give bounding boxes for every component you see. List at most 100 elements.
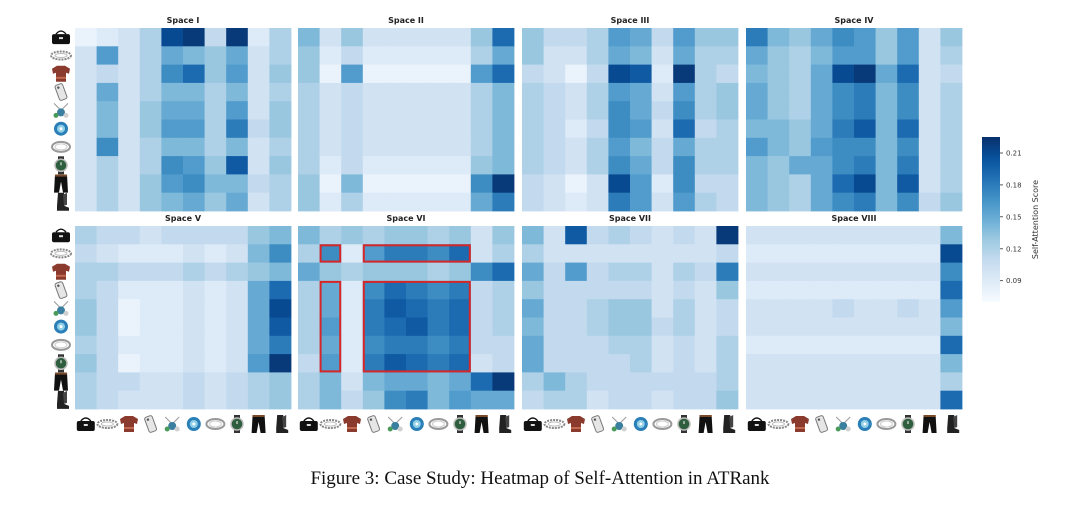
heatmap-cell <box>940 280 963 300</box>
heatmap-cell <box>183 390 205 410</box>
heatmap-cell <box>918 119 941 139</box>
heatmap-cell <box>183 317 205 337</box>
heatmap-cell <box>608 280 631 300</box>
heatmap-cell <box>897 119 920 139</box>
heatmap-cell <box>470 262 493 282</box>
heatmap-cell <box>492 119 515 139</box>
heatmap-cell <box>427 354 450 373</box>
heatmap-cell <box>608 46 631 65</box>
heatmap-cell <box>522 244 544 263</box>
heatmap-cell <box>651 137 674 157</box>
heatmap-cell <box>247 372 270 392</box>
heatmap-cell <box>716 192 739 212</box>
heatmap-cell <box>183 174 205 194</box>
heatmap-cell <box>96 137 119 157</box>
heatmap-cell <box>875 372 898 392</box>
heatmap-cell <box>470 226 493 245</box>
heatmap-cell <box>673 335 696 355</box>
heatmap-cell <box>449 317 472 337</box>
heatmap-cell <box>716 119 739 139</box>
heatmap-cell <box>586 354 609 373</box>
heatmap-cell <box>651 192 674 212</box>
heatmap-cell <box>897 354 920 373</box>
heatmap-cell <box>226 317 249 337</box>
heatmap-cell <box>226 226 249 245</box>
heatmap-cell <box>470 192 493 212</box>
heatmap-cell <box>789 28 812 47</box>
heatmap-cell <box>341 174 364 194</box>
heatmap-cell <box>832 226 855 245</box>
heatmap-cell <box>247 101 270 120</box>
watch-icon <box>54 354 68 373</box>
heatmap-cell <box>384 64 407 84</box>
heatmap-cell <box>75 101 97 120</box>
heatmap-cell <box>427 226 450 245</box>
heatmap-cell <box>897 64 920 84</box>
heatmap-cell <box>832 119 855 139</box>
boots-icon <box>499 415 512 433</box>
heatmap-panel-3 <box>522 28 739 212</box>
heatmap-cell <box>75 46 97 65</box>
heatmap-cell <box>161 192 184 212</box>
heatmap-cell <box>183 46 205 65</box>
heatmap-cell <box>161 46 184 65</box>
heatmap-cell <box>716 46 739 65</box>
heatmap-cell <box>75 226 97 245</box>
panel-title: Space II <box>388 16 424 25</box>
heatmap-cell <box>832 262 855 282</box>
heatmap-cell <box>789 82 812 102</box>
heatmap-cell <box>384 46 407 65</box>
heatmap-cell <box>96 280 119 300</box>
heatmap-cell <box>767 156 790 175</box>
heatmap-cell <box>586 335 609 355</box>
heatmap-cell <box>746 137 768 157</box>
heatmap-cell <box>341 46 364 65</box>
heatmap-cell <box>565 244 588 263</box>
heatmap-cell <box>832 192 855 212</box>
heatmap-cell <box>543 226 566 245</box>
heatmap-cell <box>940 156 963 175</box>
heatmap-cell <box>810 262 833 282</box>
heatmap-cell <box>789 174 812 194</box>
heatmap-cell <box>269 299 292 318</box>
heatmap-cell <box>875 137 898 157</box>
trousers-icon <box>474 415 489 433</box>
heatmap-cell <box>226 46 249 65</box>
heatmap-cell <box>673 192 696 212</box>
heatmap-cell <box>854 101 876 120</box>
heatmap-cell <box>298 119 320 139</box>
heatmap-cell <box>226 174 249 194</box>
heatmap-cell <box>608 390 631 410</box>
heatmap-cell <box>716 137 739 157</box>
heatmap-panel-8 <box>746 226 963 410</box>
heatmap-cell <box>918 28 941 47</box>
heatmap-cell <box>543 372 566 392</box>
heatmap-cell <box>694 46 717 65</box>
heatmap-cell <box>427 101 450 120</box>
heatmap-cell <box>716 372 739 392</box>
heatmap-cell <box>716 317 739 337</box>
heatmap-cell <box>810 244 833 263</box>
heatmap-cell <box>746 119 768 139</box>
heatmap-cell <box>427 156 450 175</box>
heatmap-cell <box>854 390 876 410</box>
heatmap-cell <box>767 101 790 120</box>
heatmap-cell <box>183 137 205 157</box>
heatmap-cell <box>522 192 544 212</box>
heatmap-cell <box>183 82 205 102</box>
heatmap-cell <box>449 262 472 282</box>
heatmap-cell <box>406 390 428 410</box>
heatmap-cell <box>449 64 472 84</box>
heatmap-cell <box>341 137 364 157</box>
heatmap-cell <box>608 101 631 120</box>
heatmap-cell <box>406 101 428 120</box>
heatmap-cell <box>341 64 364 84</box>
heatmap-cell <box>630 226 652 245</box>
heatmap-cell <box>118 137 141 157</box>
heatmap-cell <box>522 46 544 65</box>
heatmap-cell <box>118 226 141 245</box>
heatmap-cell <box>832 156 855 175</box>
heatmap-cell <box>854 226 876 245</box>
heatmap-cell <box>96 192 119 212</box>
heatmap-cell <box>746 82 768 102</box>
